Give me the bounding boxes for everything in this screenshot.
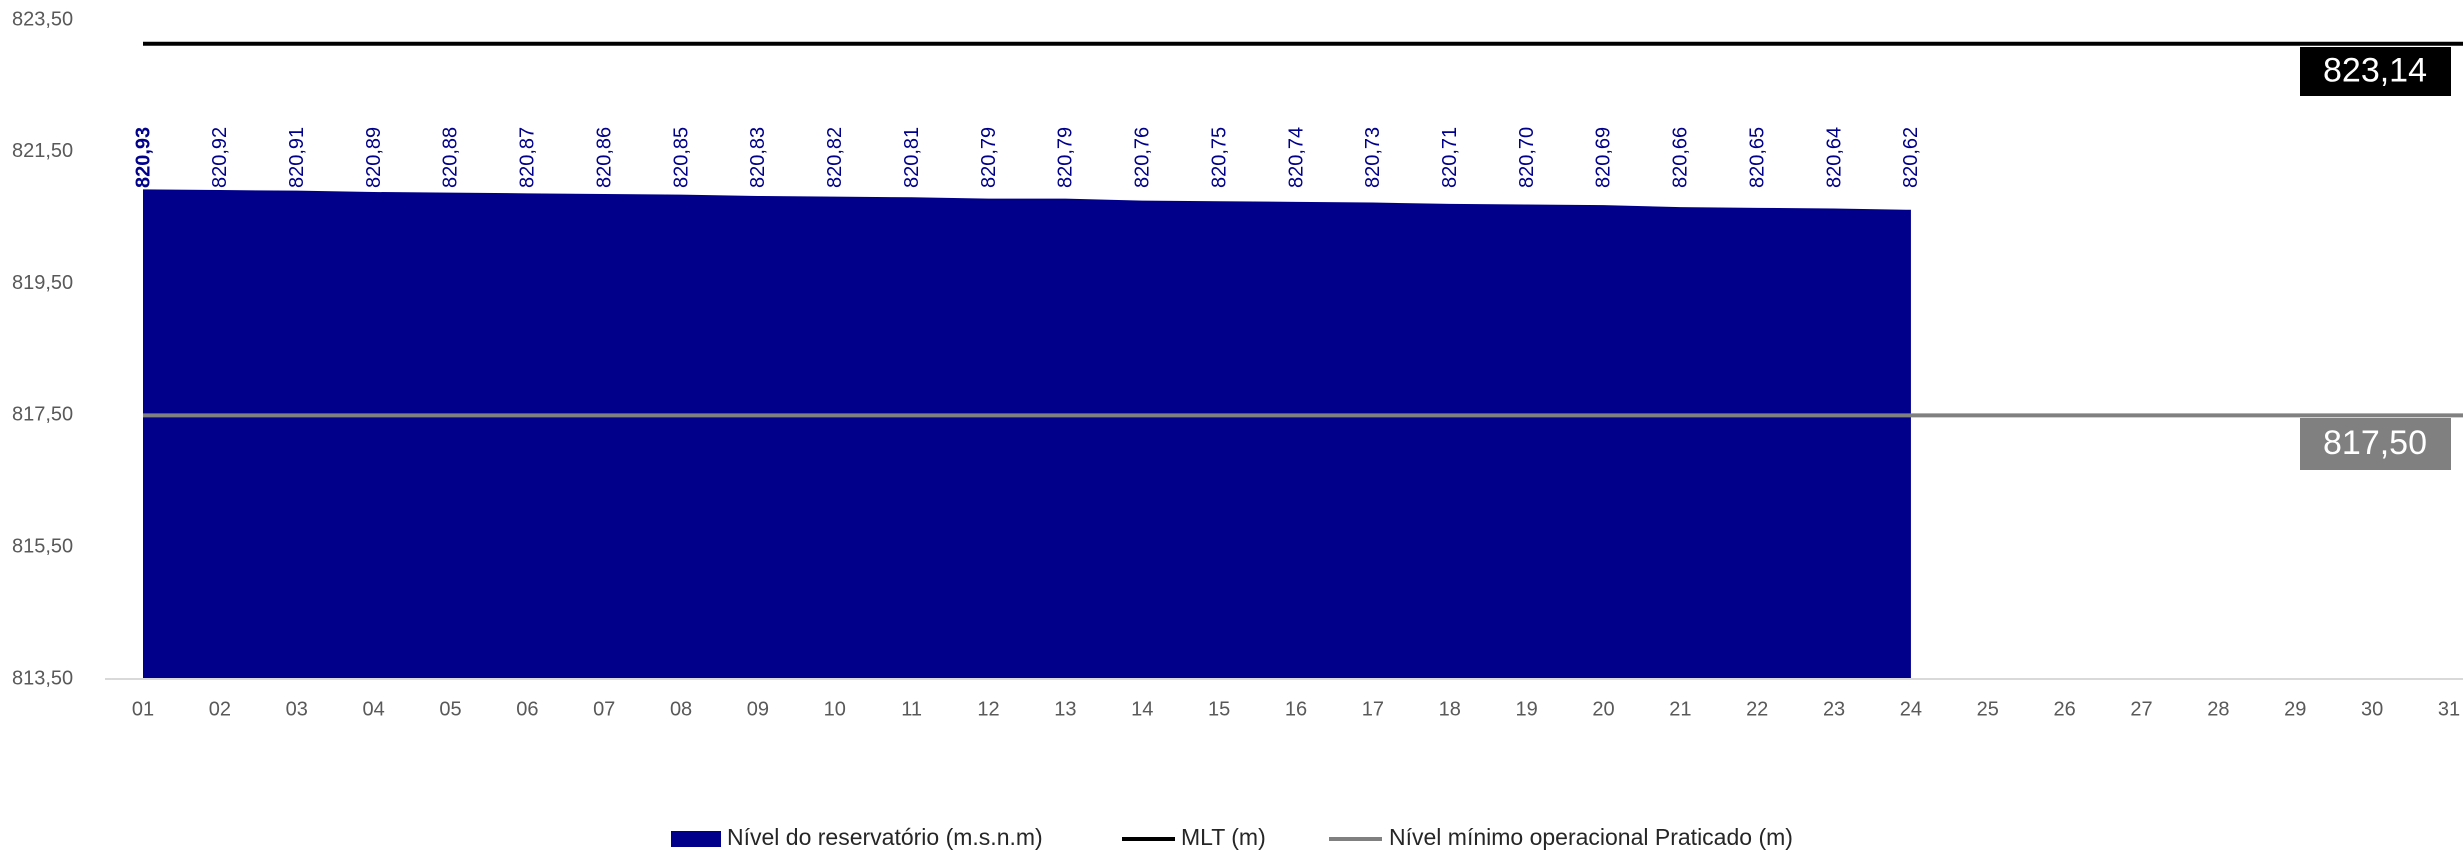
y-tick-label: 813,50	[12, 667, 73, 689]
data-label: 820,87	[517, 127, 539, 188]
data-label: 820,75	[1208, 127, 1230, 188]
data-label: 820,65	[1746, 127, 1768, 188]
x-tick-label: 22	[1746, 698, 1768, 720]
x-tick-label: 31	[2438, 698, 2460, 720]
y-tick-label: 819,50	[12, 272, 73, 294]
value-box	[2300, 418, 2451, 470]
data-label: 820,62	[1900, 127, 1922, 188]
x-tick-label: 30	[2361, 698, 2383, 720]
x-tick-label: 08	[670, 698, 692, 720]
data-label: 820,91	[286, 127, 308, 188]
data-label: 820,79	[978, 127, 1000, 188]
data-label: 820,82	[824, 127, 846, 188]
data-label: 820,89	[363, 127, 385, 188]
legend-swatch	[671, 831, 721, 847]
x-tick-label: 03	[286, 698, 308, 720]
data-label: 820,81	[901, 127, 923, 188]
x-tick-label: 25	[1977, 698, 1999, 720]
data-label: 820,70	[1516, 127, 1538, 188]
x-tick-label: 29	[2284, 698, 2306, 720]
data-label: 820,74	[1285, 127, 1307, 188]
y-tick-label: 823,50	[12, 8, 73, 30]
data-label: 820,76	[1132, 127, 1154, 188]
area	[143, 189, 1911, 679]
x-tick-label: 28	[2207, 698, 2229, 720]
x-tick-label: 02	[209, 698, 231, 720]
x-tick-label: 04	[362, 698, 384, 720]
x-tick-label: 20	[1592, 698, 1614, 720]
data-label: 820,66	[1670, 127, 1692, 188]
data-label: 820,79	[1055, 127, 1077, 188]
x-tick-label: 26	[2054, 698, 2076, 720]
x-tick-label: 07	[593, 698, 615, 720]
x-tick-label: 21	[1669, 698, 1691, 720]
x-tick-label: 09	[747, 698, 769, 720]
value-box-label: 817,50	[2323, 424, 2427, 462]
x-tick-label: 12	[977, 698, 999, 720]
data-label: 820,88	[440, 127, 462, 188]
x-tick-label: 19	[1515, 698, 1537, 720]
data-label: 820,92	[209, 127, 231, 188]
y-tick-label: 817,50	[12, 404, 73, 426]
data-label: 820,85	[670, 127, 692, 188]
data-label: 820,69	[1593, 127, 1615, 188]
x-tick-label: 23	[1823, 698, 1845, 720]
y-tick-label: 815,50	[12, 535, 73, 557]
x-tick-label: 17	[1362, 698, 1384, 720]
y-tick-label: 821,50	[12, 140, 73, 162]
legend-label: Nível mínimo operacional Praticado (m)	[1389, 824, 1793, 850]
x-tick-label: 11	[901, 698, 922, 720]
x-tick-label: 27	[2130, 698, 2152, 720]
legend-label: MLT (m)	[1181, 824, 1266, 850]
data-label: 820,73	[1362, 127, 1384, 188]
value-box	[2300, 47, 2451, 96]
x-tick-label: 01	[132, 698, 154, 720]
x-tick-label: 06	[516, 698, 538, 720]
x-tick-label: 18	[1439, 698, 1461, 720]
data-label: 820,86	[593, 127, 615, 188]
x-tick-label: 16	[1285, 698, 1307, 720]
x-tick-label: 10	[824, 698, 846, 720]
x-tick-label: 15	[1208, 698, 1230, 720]
value-box-label: 823,14	[2323, 51, 2427, 89]
x-tick-label: 13	[1054, 698, 1076, 720]
data-label: 820,71	[1439, 127, 1461, 188]
x-tick-label: 05	[439, 698, 461, 720]
data-label: 820,64	[1823, 127, 1845, 188]
x-tick-label: 24	[1900, 698, 1922, 720]
data-label: 820,93	[132, 127, 154, 188]
data-label: 820,83	[747, 127, 769, 188]
x-tick-label: 14	[1131, 698, 1153, 720]
legend-label: Nível do reservatório (m.s.n.m)	[727, 824, 1043, 850]
